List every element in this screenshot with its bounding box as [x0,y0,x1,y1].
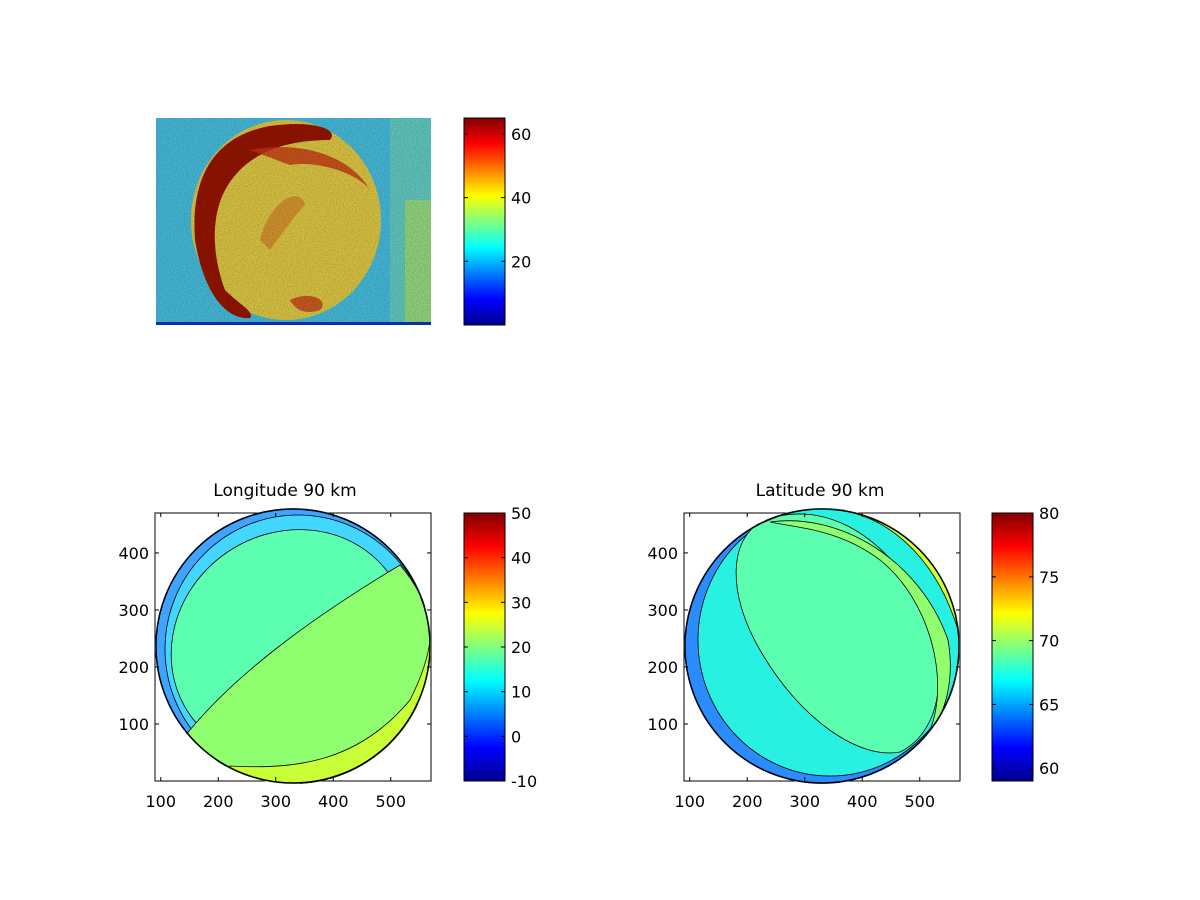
longitude-y-tick-label: 100 [118,715,149,734]
latitude-colorbar-tick-label: 60 [1039,759,1059,778]
longitude-colorbar-tick-label: -10 [511,772,537,791]
image-colorbar-tick-label: 60 [511,125,531,144]
longitude-colorbar-tick-label: 50 [511,504,531,523]
longitude-colorbar-tick-label: 10 [511,683,531,702]
latitude-colorbar-tick-label: 65 [1039,695,1059,714]
image-colorbar [463,117,506,326]
image-colorbar-tick-label: 20 [511,252,531,271]
longitude-y-tick-label: 300 [118,601,149,620]
longitude-colorbar-tick-label: 30 [511,593,531,612]
longitude-panel: Longitude 90 km 100 200 300 400 500100200300… [118,481,537,811]
image-colorbar-tick-label: 40 [511,189,531,208]
longitude-colorbar-tick-label: 40 [511,549,531,568]
longitude-x-tick-label: 400 [318,792,349,811]
latitude-x-tick-label: 200 [732,792,763,811]
longitude-x-tick-label: 300 [260,792,291,811]
latitude-title: Latitude 90 km [756,481,885,501]
longitude-x-tick-label: 500 [375,792,406,811]
image-heatmap [156,118,431,325]
latitude-panel: Latitude 90 km 100 200 300 400 500 100 200 300 4… [647,481,1059,811]
longitude-title: Longitude 90 km [213,481,356,501]
latitude-x-tick-label: 300 [789,792,820,811]
latitude-colorbar-tick-label: 80 [1039,504,1059,523]
longitude-y-tick-label: 400 [118,544,149,563]
latitude-x-tick-label: 400 [847,792,878,811]
latitude-y-tick-label: 200 [647,658,678,677]
latitude-y-tick-label: 100 [647,715,678,734]
longitude-colorbar [463,512,506,782]
longitude-y-tick-label: 200 [118,658,149,677]
latitude-colorbar [991,512,1034,782]
latitude-contours [684,508,960,784]
latitude-x-tick-label: 100 [674,792,705,811]
longitude-colorbar-tick-label: 0 [511,727,521,746]
image-panel: 20 40 60 [156,117,531,326]
latitude-y-tick-label: 400 [647,544,678,563]
latitude-x-tick-label: 500 [904,792,935,811]
longitude-x-tick-label: 100 [145,792,176,811]
latitude-colorbar-tick-label: 70 [1039,632,1059,651]
latitude-y-tick-label: 300 [647,601,678,620]
longitude-colorbar-tick-label: 20 [511,638,531,657]
latitude-colorbar-tick-label: 75 [1039,568,1059,587]
longitude-x-tick-label: 200 [203,792,234,811]
